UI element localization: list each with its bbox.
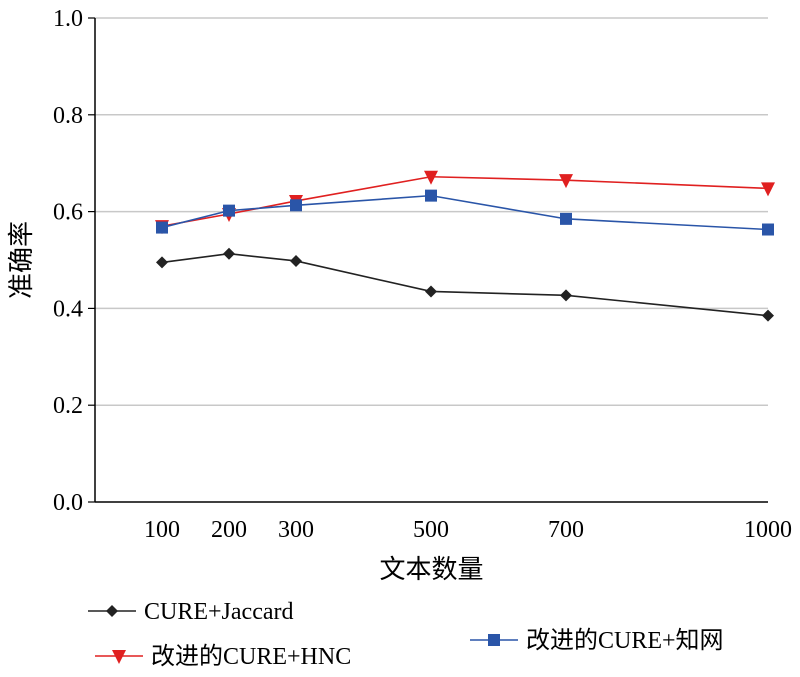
legend-label: CURE+Jaccard xyxy=(144,599,293,625)
legend-item: 改进的CURE+HNC xyxy=(95,643,351,670)
y-axis-title: 准确率 xyxy=(7,221,36,299)
legend-label: 改进的CURE+知网 xyxy=(526,627,724,654)
data-point xyxy=(761,182,775,197)
data-point xyxy=(560,289,572,302)
label-layer: 0.0 0.2 0.4 0.6 0.8 1.0 100 200 300 500 700 1000 文本数… xyxy=(7,6,792,584)
data-point xyxy=(762,223,774,236)
y-tick-label: 0.4 xyxy=(53,296,83,322)
data-point xyxy=(425,285,437,298)
data-point xyxy=(223,204,235,217)
x-axis-title: 文本数量 xyxy=(379,555,483,584)
y-tick-label: 0.8 xyxy=(53,103,83,129)
axis-layer xyxy=(88,17,768,503)
x-tick-label: 100 xyxy=(144,517,180,543)
legend-item: CURE+Jaccard xyxy=(88,599,293,625)
x-tick-label: 500 xyxy=(413,517,449,543)
y-tick-label: 1.0 xyxy=(53,6,83,32)
data-point xyxy=(156,221,168,234)
data-point xyxy=(223,247,235,260)
y-tick-label: 0.2 xyxy=(53,393,83,419)
series-line xyxy=(161,194,769,231)
data-point xyxy=(424,170,438,185)
legend: CURE+Jaccard 改进的CURE+HNC 改进的CURE+知网 xyxy=(88,599,724,670)
legend-marker xyxy=(112,650,126,664)
data-point xyxy=(762,309,774,322)
data-point xyxy=(559,174,573,189)
x-tick-label: 1000 xyxy=(744,517,792,543)
x-tick-label: 700 xyxy=(548,517,584,543)
data-point xyxy=(290,254,302,267)
legend-label: 改进的CURE+HNC xyxy=(151,643,351,670)
data-point xyxy=(425,189,437,202)
grid-layer xyxy=(95,17,768,406)
series-line xyxy=(161,252,769,317)
legend-marker xyxy=(106,605,118,617)
legend-marker xyxy=(488,634,500,646)
series-2 xyxy=(156,189,774,236)
series-0 xyxy=(156,247,774,322)
series-layer xyxy=(155,170,775,322)
x-tick-label: 300 xyxy=(278,517,314,543)
data-point xyxy=(290,199,302,212)
y-tick-label: 0.0 xyxy=(53,490,83,516)
data-point xyxy=(560,212,572,225)
series-line xyxy=(161,175,769,227)
x-tick-label: 200 xyxy=(211,517,247,543)
legend-item: 改进的CURE+知网 xyxy=(470,627,724,654)
y-tick-label: 0.6 xyxy=(53,200,83,226)
data-point xyxy=(156,256,168,269)
